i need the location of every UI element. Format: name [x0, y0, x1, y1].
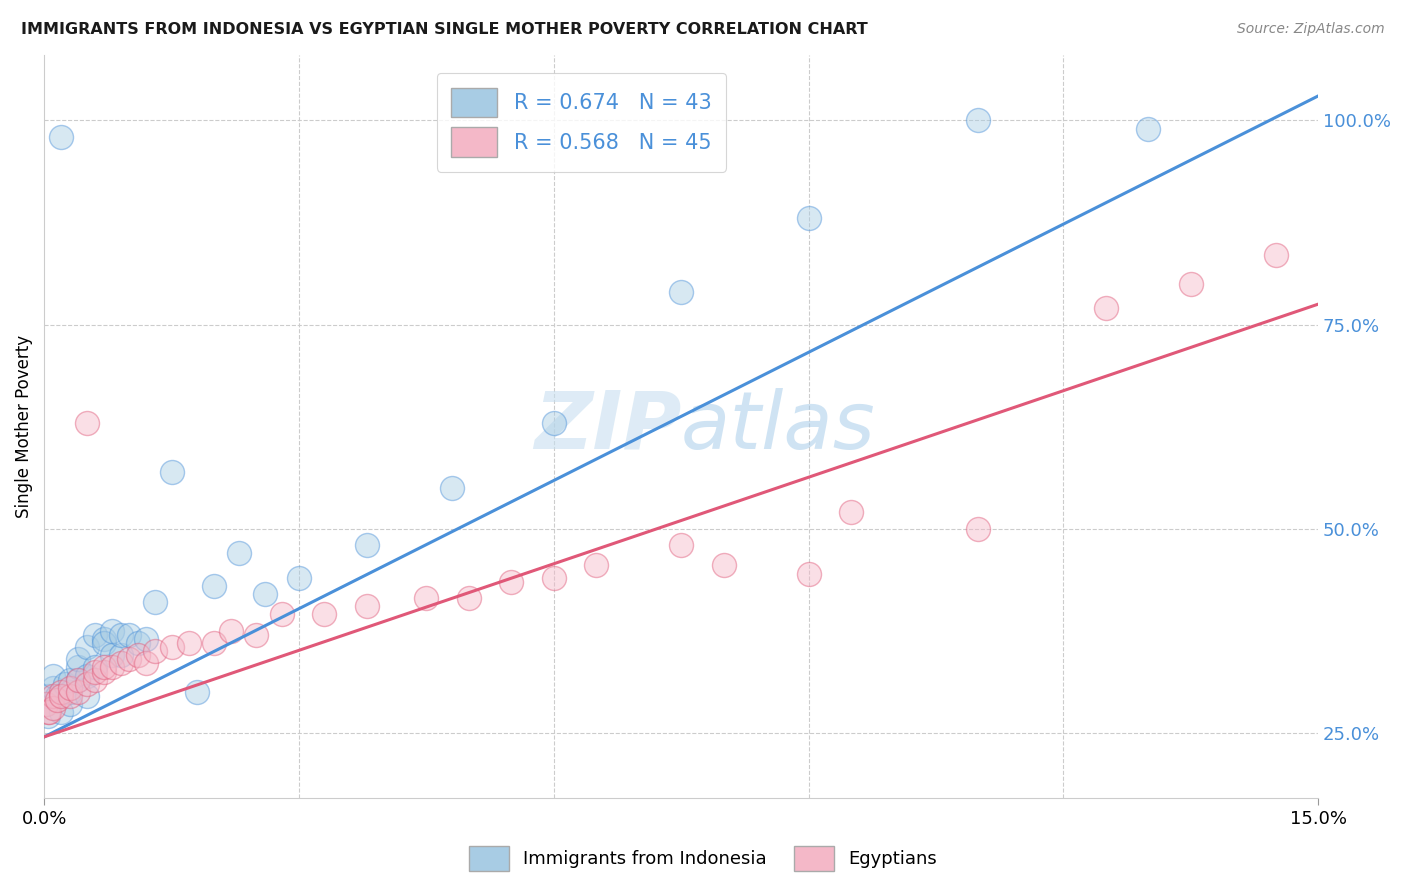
Point — [84, 665, 107, 679]
Point — [110, 657, 132, 671]
Point — [713, 558, 735, 573]
Point — [1137, 121, 1160, 136]
Point — [76, 689, 98, 703]
Point — [49, 685, 72, 699]
Point — [1264, 248, 1286, 262]
Point — [314, 607, 336, 622]
Y-axis label: Single Mother Poverty: Single Mother Poverty — [15, 335, 32, 518]
Point — [84, 660, 107, 674]
Point — [118, 628, 141, 642]
Point — [202, 636, 225, 650]
Point — [41, 681, 63, 695]
Point — [76, 640, 98, 654]
Point — [415, 591, 437, 606]
Point — [1180, 277, 1202, 291]
Point — [58, 685, 80, 699]
Point — [143, 644, 166, 658]
Point — [253, 587, 276, 601]
Point — [37, 706, 59, 720]
Point — [135, 657, 157, 671]
Point — [797, 566, 820, 581]
Point — [160, 640, 183, 654]
Point — [110, 648, 132, 663]
Point — [202, 579, 225, 593]
Point — [58, 673, 80, 687]
Point — [41, 668, 63, 682]
Point — [41, 701, 63, 715]
Point — [127, 636, 149, 650]
Point — [585, 558, 607, 573]
Point — [1094, 301, 1116, 316]
Point — [135, 632, 157, 646]
Point — [93, 636, 115, 650]
Text: ZIP: ZIP — [534, 388, 681, 466]
Point — [35, 698, 58, 712]
Text: atlas: atlas — [681, 388, 876, 466]
Point — [41, 689, 63, 703]
Point — [440, 481, 463, 495]
Point — [76, 416, 98, 430]
Point — [457, 591, 479, 606]
Legend: R = 0.674   N = 43, R = 0.568   N = 45: R = 0.674 N = 43, R = 0.568 N = 45 — [437, 73, 725, 171]
Point — [67, 673, 90, 687]
Point — [76, 677, 98, 691]
Point — [67, 660, 90, 674]
Point — [967, 113, 990, 128]
Point — [356, 538, 378, 552]
Point — [38, 706, 60, 720]
Point — [76, 668, 98, 682]
Point — [797, 211, 820, 226]
Point — [101, 660, 124, 674]
Point — [669, 285, 692, 299]
Point — [93, 632, 115, 646]
Point — [839, 505, 862, 519]
Point — [58, 689, 80, 703]
Point — [67, 685, 90, 699]
Point — [160, 465, 183, 479]
Point — [49, 129, 72, 144]
Point — [101, 648, 124, 663]
Point — [93, 665, 115, 679]
Point — [186, 685, 208, 699]
Point — [35, 698, 58, 712]
Point — [356, 599, 378, 614]
Point — [67, 652, 90, 666]
Point — [543, 571, 565, 585]
Text: Source: ZipAtlas.com: Source: ZipAtlas.com — [1237, 22, 1385, 37]
Point — [58, 698, 80, 712]
Point — [45, 693, 67, 707]
Point — [271, 607, 294, 622]
Point — [37, 689, 59, 703]
Point — [669, 538, 692, 552]
Point — [288, 571, 311, 585]
Point — [118, 652, 141, 666]
Point — [543, 416, 565, 430]
Point — [58, 681, 80, 695]
Text: IMMIGRANTS FROM INDONESIA VS EGYPTIAN SINGLE MOTHER POVERTY CORRELATION CHART: IMMIGRANTS FROM INDONESIA VS EGYPTIAN SI… — [21, 22, 868, 37]
Point — [143, 595, 166, 609]
Point — [45, 689, 67, 703]
Point — [101, 624, 124, 638]
Point — [110, 628, 132, 642]
Point — [53, 677, 76, 691]
Point — [37, 709, 59, 723]
Point — [49, 706, 72, 720]
Point — [67, 673, 90, 687]
Point — [219, 624, 242, 638]
Point — [228, 546, 250, 560]
Point — [177, 636, 200, 650]
Point — [49, 689, 72, 703]
Point — [93, 660, 115, 674]
Point — [84, 673, 107, 687]
Point — [127, 648, 149, 663]
Point — [84, 628, 107, 642]
Point — [967, 522, 990, 536]
Point — [501, 574, 523, 589]
Point — [245, 628, 267, 642]
Legend: Immigrants from Indonesia, Egyptians: Immigrants from Indonesia, Egyptians — [463, 838, 943, 879]
